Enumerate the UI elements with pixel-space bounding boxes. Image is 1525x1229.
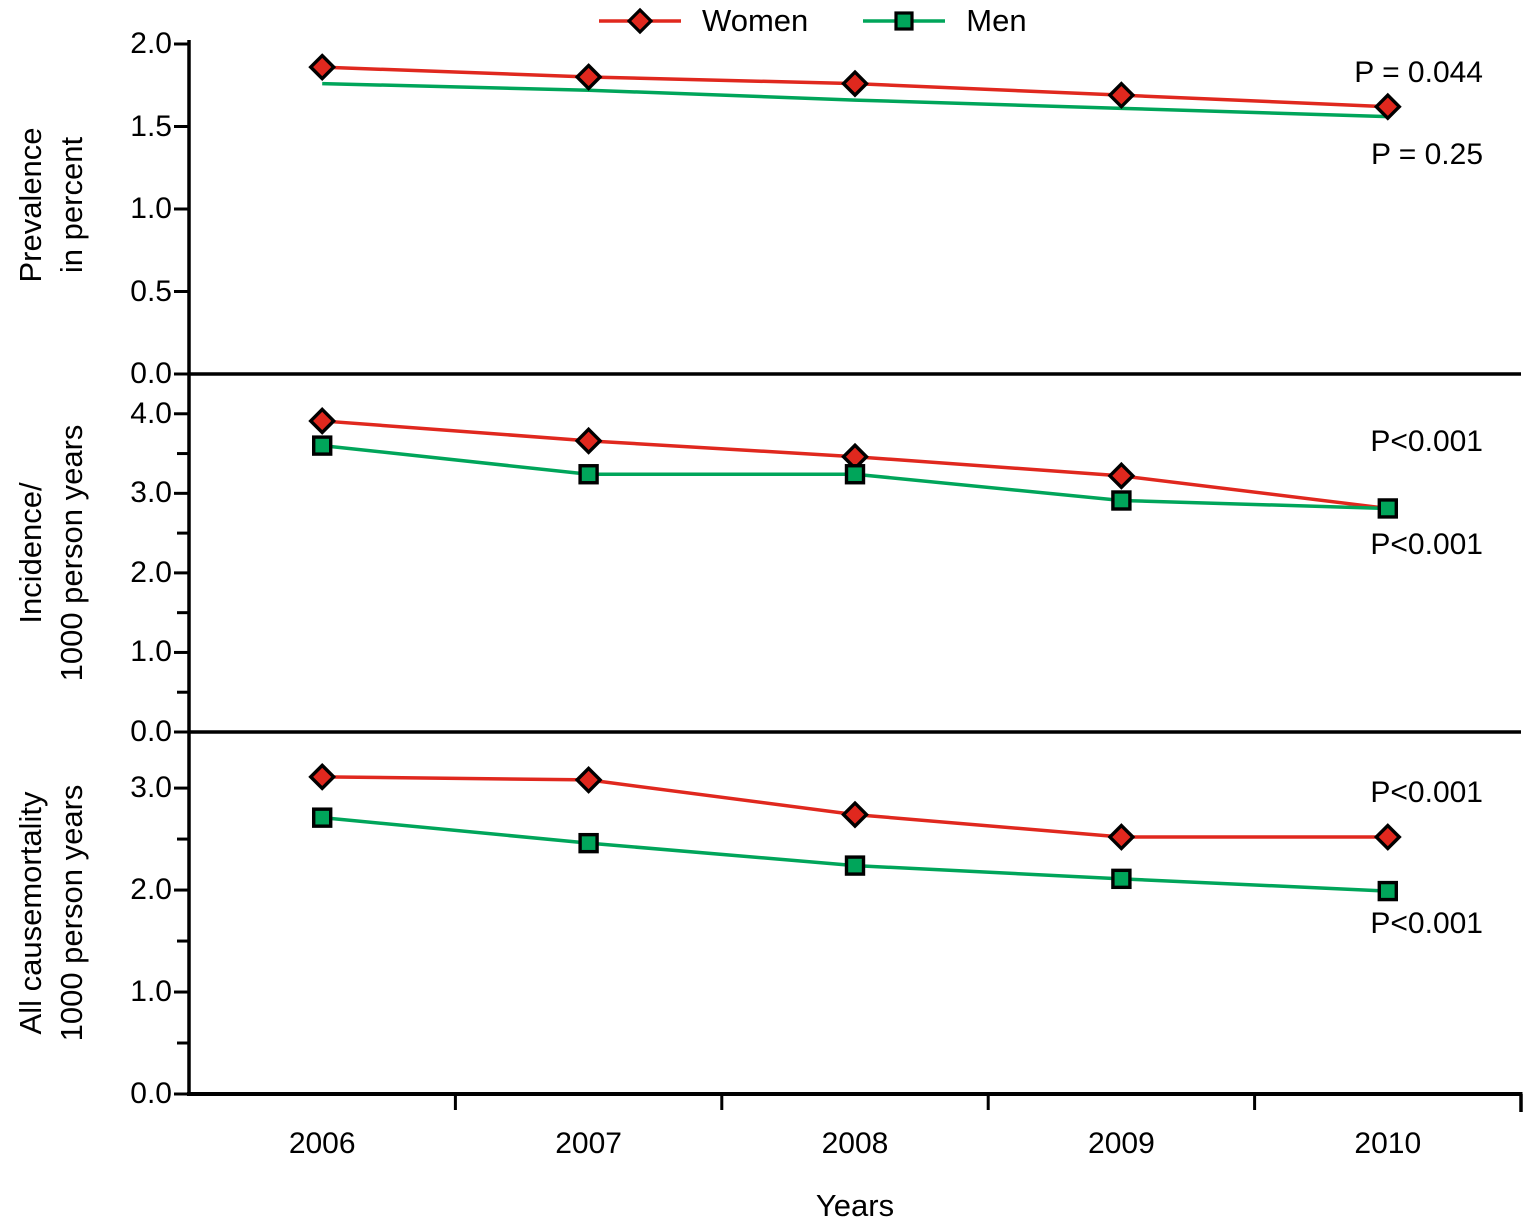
men-series-line-all-cause-mortality — [322, 815, 1388, 893]
women-marker-diamond-prevalence — [841, 69, 869, 98]
women-series-legend-icon — [599, 7, 681, 35]
x-tick-label-2007: 2007 — [555, 1127, 622, 1160]
y-tick-label-incidence: 0.0 — [130, 715, 172, 748]
y-tick-label-incidence: 2.0 — [130, 555, 172, 589]
women-marker-diamond-incidence — [308, 407, 337, 435]
y-tick-label-prevalence: 1.0 — [130, 192, 172, 225]
women-marker-diamond-incidence — [574, 426, 603, 455]
women-marker-diamond-all-cause-mortality — [841, 800, 869, 829]
p-value-prevalence-women: P = 0.044 — [1354, 56, 1483, 89]
y-tick-label-all-cause-mortality: 2.0 — [130, 873, 172, 907]
p-value-prevalence-men: P = 0.25 — [1370, 138, 1483, 171]
y-axis-title-prevalence-line2: in percent — [54, 136, 89, 274]
y-axis-title-mortality: All causemortality 1000 person years — [10, 785, 92, 1042]
women-marker-diamond-prevalence — [1373, 92, 1402, 121]
y-tick-label-all-cause-mortality: 1.0 — [130, 975, 172, 1009]
women-marker-diamond-all-cause-mortality — [574, 766, 603, 794]
women-marker-diamond-incidence — [1107, 461, 1136, 490]
y-tick-label-all-cause-mortality: 0.0 — [130, 1077, 172, 1110]
legend: Women Men — [598, 3, 1027, 39]
women-marker-diamond-prevalence — [574, 63, 603, 91]
men-marker-square-incidence — [1111, 490, 1132, 511]
men-marker-square-all-cause-mortality — [844, 855, 866, 876]
men-series-line-prevalence — [322, 81, 1388, 119]
men-marker-square-all-cause-mortality — [1377, 880, 1399, 902]
legend-item-men: Men — [862, 3, 1027, 39]
men-marker-square-all-cause-mortality — [312, 807, 333, 828]
y-axis-title-incidence-line1: Incidence/ — [13, 482, 48, 624]
x-tick-label-2008: 2008 — [821, 1127, 889, 1160]
y-axis-title-incidence-line2: 1000 person years — [54, 424, 89, 682]
y-tick-label-all-cause-mortality: 3.0 — [130, 771, 172, 805]
y-axis-title-prevalence-line1: Prevalence — [13, 127, 48, 283]
men-marker-square-incidence — [1377, 498, 1399, 519]
y-axis-title-mortality-line2: 1000 person years — [54, 784, 89, 1042]
legend-label-women: Women — [702, 3, 809, 38]
y-tick-label-incidence: 1.0 — [130, 635, 172, 669]
legend-label-men: Men — [966, 3, 1027, 38]
y-tick-label-incidence: 4.0 — [130, 396, 172, 430]
women-marker-diamond-all-cause-mortality — [308, 762, 337, 791]
women-marker-diamond-prevalence — [1107, 81, 1136, 110]
men-marker-square-incidence — [578, 464, 599, 485]
y-tick-label-prevalence: 0.5 — [130, 274, 172, 308]
legend-item-women: Women — [598, 3, 808, 39]
women-marker-diamond-all-cause-mortality — [1107, 823, 1136, 851]
men-series-legend-icon — [863, 11, 946, 31]
y-tick-label-prevalence: 2.0 — [130, 27, 172, 60]
y-axis-title-incidence: Incidence/ 1000 person years — [10, 425, 92, 682]
men-marker-square-all-cause-mortality — [1111, 868, 1132, 890]
women-marker-diamond-all-cause-mortality — [1373, 823, 1402, 851]
y-tick-label-prevalence: 0.0 — [130, 357, 172, 390]
x-tick-label-2009: 2009 — [1088, 1127, 1155, 1160]
y-tick-label-incidence: 3.0 — [130, 476, 172, 510]
p-value-mortality-men: P<0.001 — [1370, 907, 1483, 940]
x-tick-label-2006: 2006 — [288, 1127, 356, 1160]
men-marker-square-incidence — [844, 464, 866, 485]
y-axis-title-mortality-line1: All causemortality — [13, 791, 48, 1035]
women-marker-diamond-prevalence — [308, 53, 337, 82]
y-axis-title-prevalence: Prevalence in percent — [10, 127, 92, 282]
men-marker-square-all-cause-mortality — [578, 832, 599, 854]
p-value-incidence-men: P<0.001 — [1370, 528, 1483, 561]
x-axis-title: Years — [815, 1188, 895, 1223]
p-value-incidence-women: P<0.001 — [1370, 425, 1483, 458]
men-marker-square-incidence — [312, 435, 333, 456]
p-value-mortality-women: P<0.001 — [1370, 776, 1483, 809]
y-tick-label-prevalence: 1.5 — [130, 109, 172, 143]
x-tick-label-2010: 2010 — [1354, 1127, 1422, 1160]
